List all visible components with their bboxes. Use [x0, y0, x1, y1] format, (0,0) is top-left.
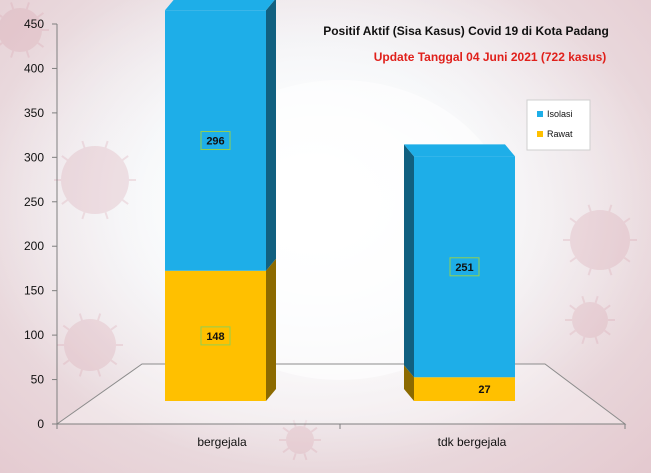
chart-bars — [165, 0, 515, 401]
chart-subtitle: Update Tanggal 04 Juni 2021 (722 kasus) — [374, 50, 607, 64]
data-label-rawat-bergejala: 148 — [206, 331, 224, 343]
y-tick-label: 350 — [24, 106, 44, 120]
virus-spike — [37, 12, 45, 18]
virus-spike — [97, 369, 102, 377]
bar-rawat-bergejala — [165, 270, 266, 401]
bar-isolasi-bergejala — [165, 10, 266, 271]
bar-isolasi-bergejala-side — [266, 0, 276, 271]
virus-spike — [292, 453, 297, 461]
bar-isolasi-tdk-bergejala-side — [404, 144, 414, 378]
y-tick-label: 250 — [24, 195, 44, 209]
virus-spike — [25, 50, 30, 58]
virus-spike — [104, 140, 109, 148]
legend-label-isolasi: Isolasi — [547, 109, 573, 119]
virus-spike — [121, 155, 129, 161]
virus-spike — [608, 268, 613, 276]
virus-spike — [303, 419, 308, 427]
virus-decoration — [570, 210, 630, 270]
virus-spike — [61, 199, 69, 205]
virus-spike — [623, 217, 631, 224]
virus-spike — [587, 268, 592, 276]
chart-data-labels: 148 296 27 251 — [200, 131, 491, 396]
y-tick-label: 300 — [24, 150, 44, 164]
virus-spike — [10, 50, 15, 58]
chart-floor — [55, 363, 627, 425]
legend-swatch-rawat — [537, 131, 543, 137]
bar-rawat-tdk-bergejala-side — [404, 365, 414, 401]
virus-spike — [78, 369, 83, 377]
virus-spike — [121, 199, 129, 205]
virus-spike — [25, 2, 30, 10]
virus-spike — [310, 426, 318, 433]
chart-floor-plane — [55, 363, 627, 425]
virus-decoration — [61, 146, 129, 214]
x-tick-label: bergejala — [197, 435, 247, 449]
virus-spike — [81, 212, 86, 220]
virus-decoration — [0, 8, 42, 52]
y-tick-label: 150 — [24, 284, 44, 298]
x-tick-label: tdk bergejala — [438, 435, 507, 449]
y-tick-label: 100 — [24, 328, 44, 342]
bar-rawat-bergejala-side — [266, 258, 276, 401]
y-tick-label: 200 — [24, 239, 44, 253]
virus-spike — [569, 217, 577, 224]
virus-spike — [110, 324, 118, 331]
legend-swatch-isolasi — [537, 111, 543, 117]
virus-spike — [282, 426, 290, 433]
virus-decoration — [64, 319, 116, 371]
chart-axes: 0 50 100 150 200 250 300 350 400 450 bergejala tdk … — [24, 17, 626, 449]
virus-spike — [569, 304, 577, 311]
virus-spike — [104, 212, 109, 220]
virus-spike — [587, 204, 592, 212]
virus-spike — [581, 295, 586, 304]
y-tick-label: 450 — [24, 17, 44, 31]
data-label-box — [200, 326, 231, 346]
y-tick-label: 50 — [31, 373, 45, 387]
data-label-isolasi-bergejala: 296 — [206, 136, 224, 148]
virus-spike — [310, 447, 318, 454]
bar-isolasi-tdk-bergejala-top — [404, 144, 515, 157]
data-label-rawat-tdk-bergejala: 27 — [478, 384, 490, 396]
virus-spike — [594, 295, 599, 304]
virus-spike — [623, 256, 631, 263]
virus-spike — [603, 329, 611, 336]
legend-label-rawat: Rawat — [547, 129, 573, 139]
virus-spike — [10, 2, 15, 10]
y-tick-label: 0 — [37, 417, 44, 431]
bar-rawat-tdk-bergejala — [414, 377, 515, 401]
virus-spike — [0, 14, 3, 18]
chart-title: Positif Aktif (Sisa Kasus) Covid 19 di K… — [323, 24, 609, 38]
virus-spike — [603, 304, 611, 311]
virus-spike — [608, 204, 613, 212]
virus-spike — [0, 42, 3, 46]
legend-box — [526, 99, 591, 151]
virus-spike — [569, 329, 577, 336]
virus-spike — [81, 140, 86, 148]
virus-spike — [97, 313, 102, 321]
virus-spike — [303, 453, 308, 461]
bar-isolasi-bergejala-top — [165, 0, 275, 11]
virus-spike — [62, 359, 70, 366]
y-tick-label: 400 — [24, 61, 44, 75]
virus-spike — [569, 256, 577, 263]
virus-spike — [78, 313, 83, 321]
virus-spike — [282, 447, 290, 454]
data-label-box — [449, 257, 480, 277]
bar-isolasi-tdk-bergejala — [414, 156, 515, 378]
virus-spike — [61, 155, 69, 161]
virus-decoration — [286, 426, 314, 454]
virus-spike — [110, 359, 118, 366]
virus-spike — [292, 419, 297, 427]
virus-spike — [594, 336, 599, 345]
virus-decoration — [572, 302, 608, 338]
data-label-box — [200, 131, 231, 151]
virus-spike — [581, 336, 586, 345]
virus-spike — [62, 324, 70, 331]
data-label-isolasi-tdk-bergejala: 251 — [455, 262, 473, 274]
legend: Isolasi Rawat — [526, 99, 591, 151]
virus-spike — [37, 42, 45, 48]
